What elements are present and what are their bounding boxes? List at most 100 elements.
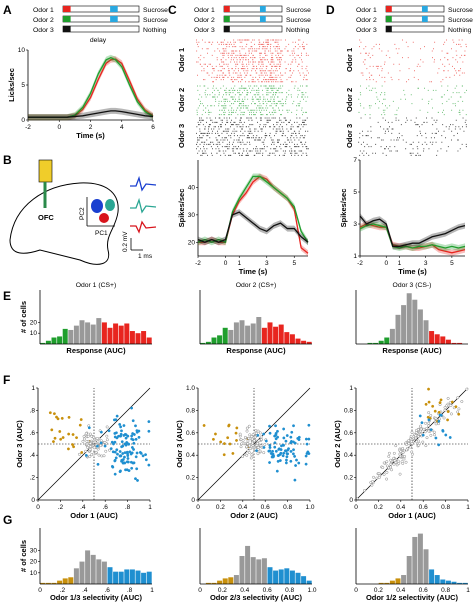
scatter-point bbox=[437, 443, 441, 447]
histogram-bar bbox=[445, 580, 451, 584]
histogram-bar bbox=[124, 323, 130, 344]
histogram-bar bbox=[245, 325, 251, 344]
scatter-point bbox=[293, 478, 297, 482]
histogram-bar bbox=[389, 328, 395, 344]
scatter-point bbox=[120, 429, 123, 433]
scatter-point bbox=[71, 433, 75, 436]
x-tick-label: 0 bbox=[224, 260, 228, 267]
x-tick-label: 0.4 bbox=[396, 587, 405, 594]
scatter-point bbox=[245, 429, 249, 433]
scatter-point bbox=[87, 426, 91, 430]
scatter-point bbox=[427, 424, 431, 428]
x-tick-label: 0 bbox=[354, 504, 358, 511]
y-tick-label: 0 bbox=[21, 117, 25, 124]
scatter-point bbox=[262, 451, 266, 455]
scatter-point bbox=[122, 424, 126, 428]
histogram-bar bbox=[73, 325, 79, 344]
y-tick-label: 5 bbox=[353, 189, 357, 196]
scatter-point bbox=[256, 433, 260, 437]
scatter-point bbox=[396, 459, 400, 463]
scatter-point bbox=[231, 452, 235, 455]
chart-f3: 0 0.2 0.4 0.6 0.8 1 0 0.2 0.4 0.6 0.8 1 Odor 1 (AUC)… bbox=[333, 385, 470, 520]
histogram-bar bbox=[384, 582, 390, 584]
x-tick-label: 0.2 bbox=[374, 504, 383, 511]
y-tick-label: 30 bbox=[30, 547, 38, 554]
series-line bbox=[28, 58, 154, 118]
scatter-point bbox=[282, 443, 286, 447]
scatter-point bbox=[121, 461, 125, 465]
waveform-blue bbox=[130, 175, 157, 192]
x-axis-label: Time (s) bbox=[76, 131, 105, 140]
scatter-point bbox=[79, 418, 83, 422]
scatter-point bbox=[273, 445, 277, 449]
histogram-bar bbox=[423, 320, 429, 344]
scatter-point bbox=[401, 462, 405, 465]
histogram-bar bbox=[284, 568, 290, 584]
scatter-point bbox=[56, 417, 60, 421]
scatter-point bbox=[130, 434, 134, 438]
histogram-bar bbox=[211, 337, 217, 344]
scatter-point bbox=[286, 452, 290, 456]
scatter-point bbox=[77, 452, 81, 456]
x-axis-label: Response (AUC) bbox=[382, 346, 442, 355]
scatter-point bbox=[404, 460, 408, 464]
histogram-bar bbox=[85, 550, 91, 584]
histogram-bar bbox=[118, 325, 124, 344]
scatter-point bbox=[119, 425, 123, 429]
x-tick-label: 0.8 bbox=[441, 504, 450, 511]
scatter-point bbox=[297, 438, 301, 442]
legend-odor-epoch bbox=[224, 16, 230, 22]
scatter-point bbox=[102, 454, 106, 458]
histogram-bar bbox=[373, 342, 379, 344]
chart-g1: 10 20 30 0 .2 .4 .6 .8 1 Odor 1/3 selectivity (AU… bbox=[19, 528, 154, 602]
histogram-bar bbox=[378, 582, 384, 584]
scatter-point bbox=[147, 420, 151, 424]
scatter-point bbox=[67, 432, 71, 436]
scatter-point bbox=[289, 459, 293, 463]
legend-outcome-label: Sucrose bbox=[143, 7, 168, 14]
series-line bbox=[359, 215, 466, 248]
y-tick-label: 20 bbox=[188, 239, 196, 246]
scatter-point bbox=[125, 441, 129, 445]
scatter-point bbox=[389, 465, 393, 469]
scatter-point bbox=[84, 453, 88, 457]
scatter-point bbox=[114, 456, 118, 460]
histogram-bar bbox=[135, 570, 141, 584]
scatter-point bbox=[93, 440, 97, 444]
scatter-point bbox=[382, 461, 386, 465]
histogram-bar bbox=[412, 299, 418, 344]
scatter-point bbox=[241, 455, 245, 458]
histogram-bar bbox=[278, 569, 284, 584]
legend-trial-bar bbox=[385, 15, 445, 23]
scatter-point bbox=[416, 428, 420, 431]
x-axis-label: Response (AUC) bbox=[66, 346, 126, 355]
legend-trial-bar bbox=[62, 5, 140, 13]
scatter-point bbox=[284, 461, 288, 465]
scatter-point bbox=[113, 440, 117, 444]
histogram-bar bbox=[451, 342, 457, 344]
scatter-point bbox=[120, 440, 124, 444]
scatter-point bbox=[431, 404, 435, 408]
scatter-point bbox=[53, 436, 57, 440]
series-band bbox=[360, 213, 465, 250]
scatter-point bbox=[137, 435, 141, 439]
scatter-point bbox=[427, 387, 430, 391]
x-tick-label: 1.0 bbox=[305, 504, 314, 511]
histogram-bar bbox=[45, 340, 51, 344]
scatter-point bbox=[202, 424, 206, 427]
scatter-point bbox=[392, 451, 396, 455]
scatter-point bbox=[257, 439, 261, 443]
scatter-point bbox=[239, 445, 243, 449]
x-tick-label: 1 bbox=[466, 504, 470, 511]
scatter-point bbox=[52, 412, 56, 416]
scatter-point bbox=[426, 415, 430, 419]
histogram-bar bbox=[135, 333, 141, 344]
x-tick-label: 0.6 bbox=[261, 504, 270, 511]
scatter-point bbox=[88, 448, 92, 451]
histogram-bar bbox=[440, 579, 446, 584]
scatter-point bbox=[124, 468, 127, 472]
chart-title: Odor 3 (CS-) bbox=[393, 282, 432, 289]
histogram-bar bbox=[101, 322, 107, 344]
histogram-bar bbox=[245, 545, 251, 584]
histogram-bar bbox=[113, 571, 119, 584]
